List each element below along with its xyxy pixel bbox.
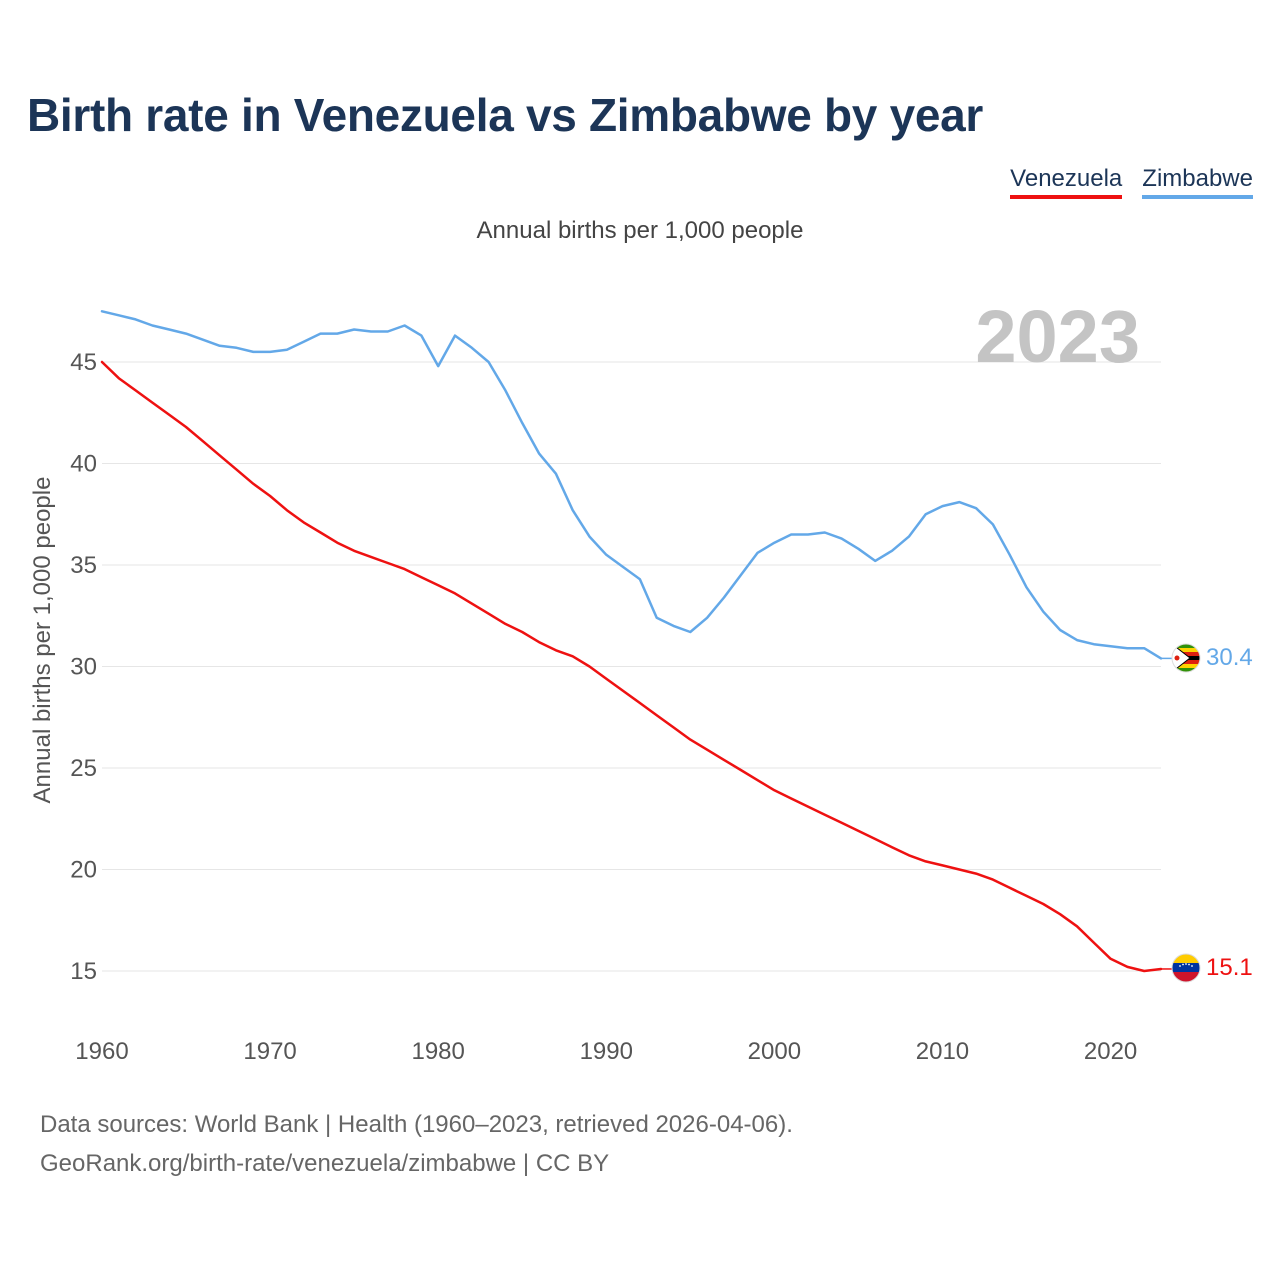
- y-tick-label: 40: [70, 451, 97, 478]
- y-tick-label: 35: [70, 552, 97, 579]
- y-tick-label: 30: [70, 654, 97, 681]
- x-tick-label: 2000: [748, 1038, 801, 1065]
- x-axis: 1960 1970 1980 1990 2000 2010 2020: [75, 1038, 1137, 1065]
- series-line-zimbabwe: [100, 310, 1163, 660]
- series: [100, 310, 1172, 973]
- y-tick-label: 20: [70, 857, 97, 884]
- source-note: Data sources: World Bank | Health (1960–…: [40, 1105, 793, 1183]
- chart-title: Birth rate in Venezuela vs Zimbabwe by y…: [27, 89, 984, 141]
- y-tick-label: 45: [70, 349, 97, 376]
- grid: [102, 361, 1161, 972]
- y-tick-label: 25: [70, 755, 97, 782]
- y-axis: 15 20 25 30 35 40 45: [70, 349, 97, 985]
- source-line-url[interactable]: GeoRank.org/birth-rate/venezuela/zimbabw…: [40, 1150, 610, 1177]
- venezuela-end-value: 15.1: [1206, 954, 1253, 981]
- x-tick-label: 1980: [411, 1038, 464, 1065]
- zimbabwe-end-value: 30.4: [1206, 644, 1253, 671]
- x-tick-label: 2010: [916, 1038, 969, 1065]
- series-line-venezuela: [100, 360, 1163, 973]
- chart-subtitle: Annual births per 1,000 people: [476, 217, 804, 244]
- source-line-data: Data sources: World Bank | Health (1960–…: [40, 1111, 793, 1138]
- legend-item-venezuela[interactable]: Venezuela: [1010, 166, 1123, 199]
- legend-item-zimbabwe[interactable]: Zimbabwe: [1142, 166, 1253, 199]
- zimbabwe-flag-icon: [1172, 644, 1200, 672]
- x-tick-label: 2020: [1084, 1038, 1137, 1065]
- x-tick-label: 1970: [243, 1038, 296, 1065]
- x-tick-label: 1960: [75, 1038, 128, 1065]
- legend: Venezuela Zimbabwe: [1010, 166, 1253, 199]
- y-tick-label: 15: [70, 958, 97, 985]
- venezuela-flag-icon: [1172, 954, 1200, 982]
- year-watermark: 2023: [975, 295, 1140, 378]
- y-axis-label: Annual births per 1,000 people: [29, 477, 56, 804]
- x-tick-label: 1990: [580, 1038, 633, 1065]
